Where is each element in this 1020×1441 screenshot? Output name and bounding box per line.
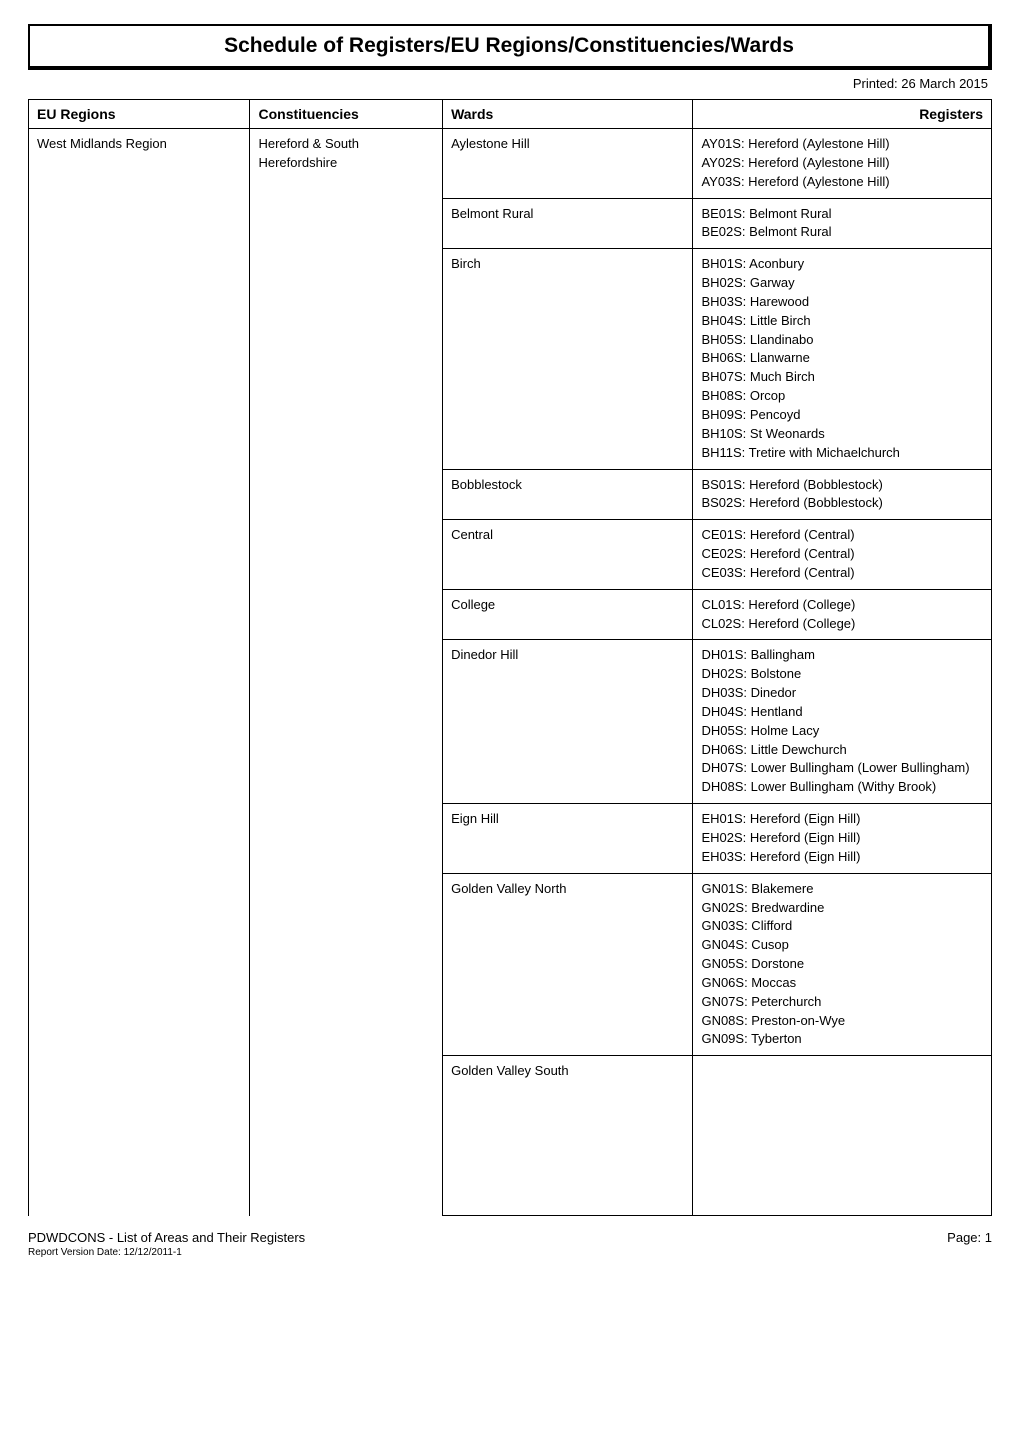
registers-cell: CL01S: Hereford (College)CL02S: Hereford… [693,589,992,640]
header-ward: Wards [443,100,693,129]
registers-cell: CE01S: Hereford (Central)CE02S: Hereford… [693,520,992,590]
header-con: Constituencies [250,100,443,129]
register-line: AY03S: Hereford (Aylestone Hill) [701,173,983,192]
registers-cell: EH01S: Hereford (Eign Hill)EH02S: Herefo… [693,804,992,874]
ward-cell: Dinedor Hill [443,640,693,804]
ward-cell: Birch [443,249,693,469]
ward-cell: College [443,589,693,640]
eu-region-cell: West Midlands Region [29,129,250,1216]
ward-cell: Central [443,520,693,590]
register-line: BH09S: Pencoyd [701,406,983,425]
register-line: BH06S: Llanwarne [701,349,983,368]
register-line: AY02S: Hereford (Aylestone Hill) [701,154,983,173]
register-line: DH08S: Lower Bullingham (Withy Brook) [701,778,983,797]
register-line: DH06S: Little Dewchurch [701,741,983,760]
register-line: EH03S: Hereford (Eign Hill) [701,848,983,867]
header-reg: Registers [693,100,992,129]
registers-cell: BE01S: Belmont RuralBE02S: Belmont Rural [693,198,992,249]
register-line: DH04S: Hentland [701,703,983,722]
footer-right: Page: 1 [947,1230,992,1258]
register-line: BH08S: Orcop [701,387,983,406]
footer-left-sub: Report Version Date: 12/12/2011-1 [28,1247,305,1258]
register-line: CL01S: Hereford (College) [701,596,983,615]
register-line: GN05S: Dorstone [701,955,983,974]
ward-cell: Golden Valley North [443,873,693,1056]
register-line: CE01S: Hereford (Central) [701,526,983,545]
register-line: GN06S: Moccas [701,974,983,993]
register-line: BH11S: Tretire with Michaelchurch [701,444,983,463]
register-line: AY01S: Hereford (Aylestone Hill) [701,135,983,154]
register-line: BH01S: Aconbury [701,255,983,274]
registers-cell: DH01S: BallinghamDH02S: BolstoneDH03S: D… [693,640,992,804]
printed-date: Printed: 26 March 2015 [28,76,992,91]
page-title: Schedule of Registers/EU Regions/Constit… [30,34,988,58]
register-line: GN02S: Bredwardine [701,899,983,918]
constituency-cell: Hereford & South Herefordshire [250,129,443,1216]
register-line: CE03S: Hereford (Central) [701,564,983,583]
register-line: BH07S: Much Birch [701,368,983,387]
register-line: GN03S: Clifford [701,917,983,936]
register-line: CE02S: Hereford (Central) [701,545,983,564]
register-line: EH02S: Hereford (Eign Hill) [701,829,983,848]
register-line: GN04S: Cusop [701,936,983,955]
header-eu: EU Regions [29,100,250,129]
title-box: Schedule of Registers/EU Regions/Constit… [28,24,992,70]
register-line: BH02S: Garway [701,274,983,293]
register-line: DH01S: Ballingham [701,646,983,665]
register-line: DH03S: Dinedor [701,684,983,703]
register-line: BS02S: Hereford (Bobblestock) [701,494,983,513]
table-row: West Midlands RegionHereford & South Her… [29,129,992,199]
register-line: DH05S: Holme Lacy [701,722,983,741]
register-line: EH01S: Hereford (Eign Hill) [701,810,983,829]
ward-cell: Bobblestock [443,469,693,520]
ward-cell: Eign Hill [443,804,693,874]
register-line: BH05S: Llandinabo [701,331,983,350]
register-line: DH02S: Bolstone [701,665,983,684]
register-line: DH07S: Lower Bullingham (Lower Bullingha… [701,759,983,778]
register-line: BE01S: Belmont Rural [701,205,983,224]
registers-cell: BH01S: AconburyBH02S: GarwayBH03S: Harew… [693,249,992,469]
register-line: BH10S: St Weonards [701,425,983,444]
registers-cell: BS01S: Hereford (Bobblestock)BS02S: Here… [693,469,992,520]
register-line: GN09S: Tyberton [701,1030,983,1049]
footer-left-main: PDWDCONS - List of Areas and Their Regis… [28,1230,305,1245]
ward-cell: Golden Valley South [443,1056,693,1216]
register-line: BH04S: Little Birch [701,312,983,331]
page-footer: PDWDCONS - List of Areas and Their Regis… [28,1230,992,1258]
registers-cell: AY01S: Hereford (Aylestone Hill)AY02S: H… [693,129,992,199]
register-line: GN08S: Preston-on-Wye [701,1012,983,1031]
schedule-table: EU Regions Constituencies Wards Register… [28,99,992,1216]
register-line: BS01S: Hereford (Bobblestock) [701,476,983,495]
register-line: BH03S: Harewood [701,293,983,312]
register-line: GN01S: Blakemere [701,880,983,899]
registers-cell [693,1056,992,1216]
register-line: BE02S: Belmont Rural [701,223,983,242]
register-line: GN07S: Peterchurch [701,993,983,1012]
register-line: CL02S: Hereford (College) [701,615,983,634]
ward-cell: Belmont Rural [443,198,693,249]
ward-cell: Aylestone Hill [443,129,693,199]
registers-cell: GN01S: BlakemereGN02S: BredwardineGN03S:… [693,873,992,1056]
footer-left: PDWDCONS - List of Areas and Their Regis… [28,1230,305,1258]
